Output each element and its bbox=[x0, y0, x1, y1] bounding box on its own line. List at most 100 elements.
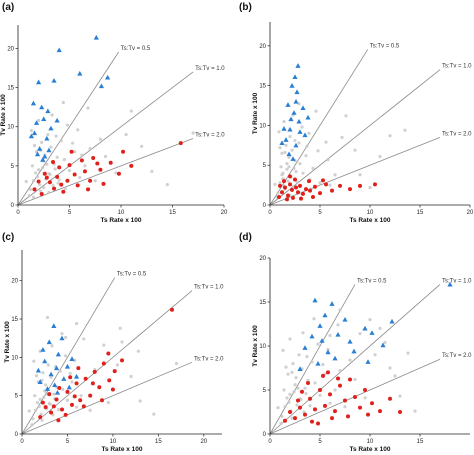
triangle-point bbox=[389, 318, 395, 324]
circle-point bbox=[324, 140, 328, 144]
triangle-point bbox=[300, 105, 306, 111]
circle-point bbox=[314, 109, 318, 113]
triangle-point bbox=[287, 126, 293, 132]
circle-point bbox=[58, 369, 62, 373]
circle-point bbox=[116, 171, 121, 176]
circle-point bbox=[285, 162, 289, 166]
circle-point bbox=[98, 137, 102, 141]
circle-point bbox=[88, 147, 92, 151]
triangle-point bbox=[317, 323, 323, 328]
circle-point bbox=[30, 164, 35, 168]
circle-point bbox=[311, 195, 315, 200]
circle-point bbox=[299, 398, 303, 402]
circle-point bbox=[55, 155, 59, 159]
circle-point bbox=[41, 165, 45, 170]
circle-point bbox=[55, 174, 60, 179]
y-tick-label: 0 bbox=[15, 432, 19, 438]
circle-point bbox=[107, 378, 112, 383]
circle-point bbox=[88, 393, 93, 398]
y-tick-label: 15 bbox=[7, 86, 14, 92]
y-tick-label: 20 bbox=[7, 46, 14, 52]
circle-point bbox=[313, 407, 317, 412]
triangle-point bbox=[54, 390, 61, 395]
circle-point bbox=[67, 168, 72, 173]
circle-point bbox=[304, 187, 308, 192]
data-points bbox=[24, 34, 195, 199]
circle-point bbox=[283, 185, 287, 190]
circle-point bbox=[304, 391, 308, 396]
circle-point bbox=[140, 144, 144, 148]
triangle-point bbox=[319, 338, 325, 343]
circle-point bbox=[165, 183, 169, 187]
circle-point bbox=[59, 182, 64, 187]
circle-point bbox=[121, 149, 126, 154]
x-tick-label: 15 bbox=[155, 439, 162, 445]
circle-point bbox=[388, 134, 392, 138]
x-axis-label: Ts Rate x 100 bbox=[101, 446, 142, 453]
circle-point bbox=[310, 360, 314, 364]
triangle-point bbox=[93, 34, 99, 40]
circle-point bbox=[333, 173, 337, 177]
circle-point bbox=[311, 166, 315, 170]
ratio-line bbox=[17, 71, 194, 206]
circle-point bbox=[358, 173, 362, 177]
circle-point bbox=[348, 377, 352, 382]
circle-point bbox=[24, 179, 28, 184]
circle-point bbox=[38, 183, 42, 187]
ratio-line-label: Ts:Tv = 0.5 bbox=[117, 272, 147, 278]
circle-point bbox=[318, 191, 322, 196]
circle-point bbox=[358, 332, 362, 336]
circle-point bbox=[277, 195, 281, 200]
circle-point bbox=[40, 140, 44, 144]
circle-point bbox=[288, 392, 292, 396]
x-tick-label: 15 bbox=[417, 210, 424, 216]
triangle-point bbox=[64, 363, 71, 369]
circle-point bbox=[288, 337, 292, 341]
circle-point bbox=[42, 171, 47, 176]
triangle-point bbox=[297, 366, 303, 371]
circle-point bbox=[290, 370, 294, 374]
circle-point bbox=[124, 132, 128, 137]
circle-point bbox=[74, 322, 79, 326]
circle-point bbox=[368, 185, 372, 190]
data-points bbox=[276, 281, 453, 426]
circle-point bbox=[340, 135, 344, 139]
scatter-plot: Ts:Tv = 0.5 Ts:Tv = 1.0 Ts:Tv = 2.0 0 5 10 15 2… bbox=[0, 25, 228, 224]
circle-point bbox=[300, 389, 304, 394]
ratio-line bbox=[21, 277, 116, 435]
circle-point bbox=[294, 169, 298, 174]
circle-point bbox=[37, 168, 41, 172]
circle-point bbox=[338, 369, 342, 373]
circle-point bbox=[294, 185, 298, 190]
circle-point bbox=[353, 148, 357, 152]
panel-a: (a) Ts:Tv = 0.5 Ts:Tv = 1.0 Ts:Tv = 2.0 0 5 1… bbox=[0, 0, 237, 228]
circle-point bbox=[174, 361, 179, 366]
circle-point bbox=[278, 183, 282, 188]
circle-point bbox=[191, 131, 195, 135]
triangle-point bbox=[295, 63, 301, 68]
triangle-point bbox=[285, 102, 291, 107]
circle-point bbox=[28, 187, 32, 191]
circle-point bbox=[54, 397, 59, 402]
circle-point bbox=[284, 143, 288, 147]
circle-point bbox=[284, 365, 288, 369]
triangle-point bbox=[98, 83, 105, 89]
circle-point bbox=[301, 191, 305, 196]
x-tick-label: 10 bbox=[367, 210, 374, 216]
circle-point bbox=[68, 375, 73, 380]
circle-point bbox=[65, 389, 70, 394]
circle-point bbox=[358, 183, 362, 188]
circle-point bbox=[308, 188, 312, 193]
circle-point bbox=[321, 178, 325, 183]
reference-lines: Ts:Tv = 0.5 Ts:Tv = 1.0 Ts:Tv = 2.0 bbox=[269, 278, 472, 435]
circle-point bbox=[298, 405, 302, 410]
circle-point bbox=[288, 134, 292, 139]
ratio-line-label: Ts:Tv = 2.0 bbox=[194, 356, 224, 362]
panel-label: (a) bbox=[2, 2, 15, 13]
circle-point bbox=[368, 318, 372, 322]
ratio-line-label: Ts:Tv = 1.0 bbox=[442, 64, 472, 70]
y-tick-label: 20 bbox=[259, 256, 266, 262]
x-tick-label: 0 bbox=[268, 439, 272, 445]
circle-point bbox=[41, 371, 45, 375]
circle-point bbox=[114, 171, 118, 175]
